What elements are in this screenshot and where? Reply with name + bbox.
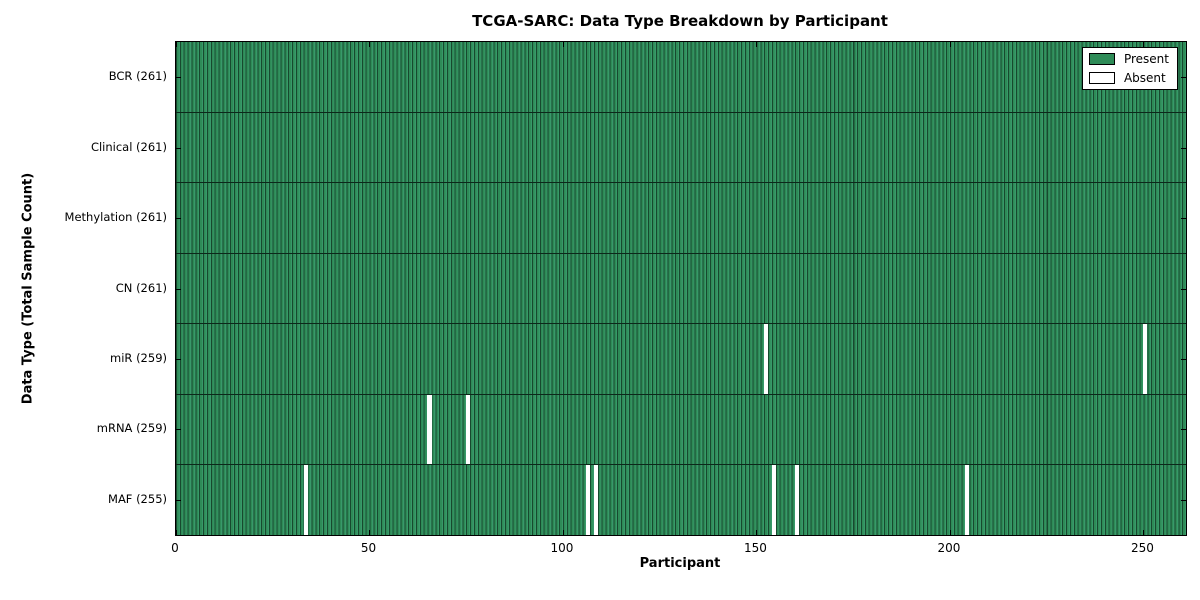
y-tick-mark-right-clinical — [1181, 147, 1186, 149]
absent-cell-maf-160 — [794, 465, 800, 536]
x-tick-label-0: 0 — [171, 541, 179, 555]
y-tick-label-methylation: Methylation (261) — [64, 210, 167, 225]
absent-cell-maf-108 — [593, 465, 598, 536]
y-tick-mark-methylation — [176, 218, 181, 220]
y-tick-mark-right-maf — [1181, 499, 1186, 501]
y-tick-mark-cn — [176, 288, 181, 290]
x-tick-mark-250 — [1143, 530, 1145, 535]
absent-cell-mir-250 — [1143, 324, 1148, 394]
heatmap-row-methylation — [176, 183, 1186, 254]
y-tick-label-mrna: mRNA (259) — [96, 421, 167, 436]
y-tick-label-cn: CN (261) — [115, 280, 167, 295]
y-tick-mark-right-bcr — [1181, 77, 1186, 79]
absent-cell-maf-106 — [586, 465, 591, 536]
x-tick-mark-top-200 — [949, 42, 951, 47]
legend-swatch-absent — [1088, 72, 1115, 84]
x-tick-mark-top-50 — [369, 42, 371, 47]
absent-cell-mrna-65 — [427, 394, 432, 465]
legend-label-present: Present — [1123, 52, 1169, 66]
x-tick-mark-150 — [756, 530, 758, 535]
y-tick-mark-right-cn — [1181, 288, 1186, 290]
x-tick-mark-200 — [949, 530, 951, 535]
legend-entry-absent: Absent — [1088, 71, 1169, 85]
x-axis-label: Participant — [639, 556, 721, 571]
heatmap-rows — [176, 42, 1186, 536]
x-tick-label-250: 250 — [1130, 541, 1154, 555]
y-tick-label-clinical: Clinical (261) — [90, 139, 167, 154]
x-tick-mark-100 — [562, 530, 564, 535]
x-tick-mark-top-150 — [756, 42, 758, 47]
y-tick-mark-clinical — [176, 147, 181, 149]
x-tick-label-50: 50 — [360, 541, 377, 555]
absent-cell-maf-204 — [965, 465, 970, 536]
x-tick-mark-top-100 — [562, 42, 564, 47]
y-tick-mark-bcr — [176, 77, 181, 79]
heatmap-row-bcr — [176, 42, 1186, 113]
absent-cell-maf-154 — [771, 465, 776, 536]
absent-cell-mir-152 — [764, 324, 769, 394]
x-tick-mark-top-0 — [176, 42, 177, 47]
legend-swatch-present — [1088, 53, 1115, 65]
y-tick-mark-mrna — [176, 429, 181, 431]
y-tick-mark-mir — [176, 358, 181, 360]
heatmap-row-mrna — [176, 394, 1186, 466]
x-tick-label-100: 100 — [550, 541, 574, 555]
legend-entry-present: Present — [1088, 52, 1169, 66]
legend-label-absent: Absent — [1123, 71, 1166, 85]
y-tick-label-mir: miR (259) — [110, 350, 167, 365]
y-tick-label-bcr: BCR (261) — [108, 69, 167, 84]
y-tick-label-maf: MAF (255) — [108, 491, 167, 506]
x-tick-label-150: 150 — [744, 541, 767, 555]
y-tick-mark-right-mir — [1181, 358, 1186, 360]
y-tick-mark-right-methylation — [1181, 218, 1186, 220]
y-tick-mark-right-mrna — [1181, 429, 1186, 431]
heatmap-row-cn — [176, 254, 1186, 325]
x-tick-mark-0 — [176, 530, 177, 535]
chart-title: TCGA-SARC: Data Type Breakdown by Partic… — [472, 12, 888, 30]
x-tick-mark-50 — [369, 530, 371, 535]
absent-cell-mrna-75 — [466, 394, 471, 465]
absent-cell-maf-33 — [303, 465, 308, 536]
heatmap-row-maf — [176, 465, 1186, 536]
x-tick-label-200: 200 — [937, 541, 961, 555]
x-tick-mark-top-250 — [1143, 42, 1145, 47]
plot-area: Present Absent — [175, 41, 1187, 536]
legend: Present Absent — [1081, 47, 1178, 90]
heatmap-row-clinical — [176, 113, 1186, 184]
y-tick-mark-maf — [176, 499, 181, 501]
heatmap-row-mir — [176, 324, 1186, 395]
